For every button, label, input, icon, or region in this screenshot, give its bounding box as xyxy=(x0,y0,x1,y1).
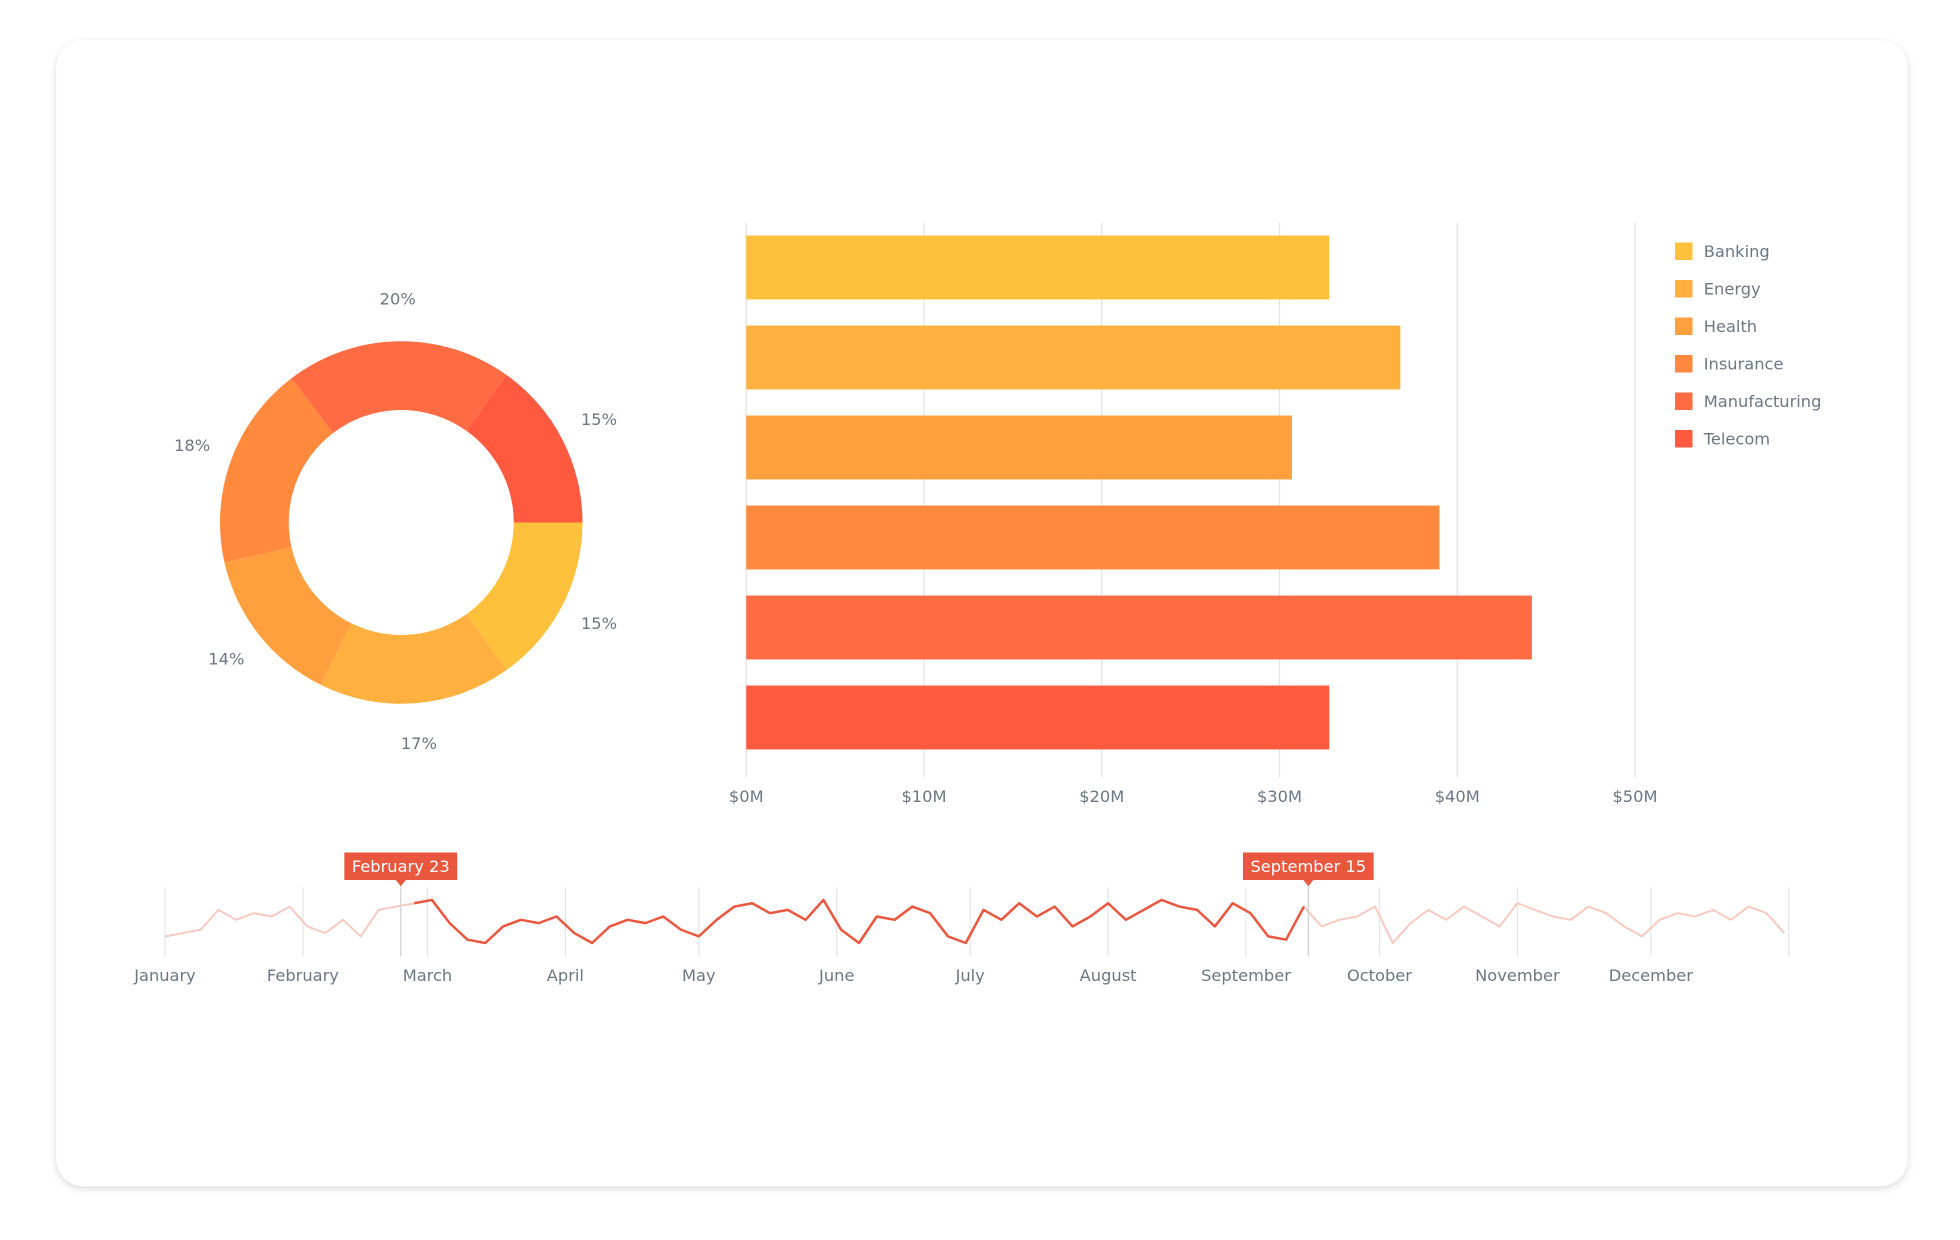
data-label: 18% xyxy=(174,436,210,455)
legend-swatch xyxy=(1675,242,1693,260)
donut-slice xyxy=(320,614,507,704)
x-tick-label: May xyxy=(682,966,716,985)
x-tick-label: June xyxy=(818,966,854,985)
donut-slice xyxy=(291,341,507,433)
bar xyxy=(746,325,1401,390)
bar xyxy=(746,505,1440,570)
bar xyxy=(746,235,1330,300)
range-tooltip xyxy=(344,852,458,887)
legend-swatch xyxy=(1675,317,1693,335)
legend-label: Manufacturing xyxy=(1704,392,1822,411)
range-tooltip xyxy=(1242,852,1374,887)
x-tick-label: $0M xyxy=(729,787,764,806)
legend-label: Insurance xyxy=(1704,355,1784,374)
range-label: September 15 xyxy=(1250,857,1366,876)
line-selected xyxy=(413,898,1305,945)
x-tick-label: February xyxy=(267,966,339,985)
x-tick-label: $10M xyxy=(901,787,946,806)
range-label: February 23 xyxy=(352,857,450,876)
data-label: 15% xyxy=(581,410,617,429)
data-label: 14% xyxy=(208,650,244,669)
bar xyxy=(746,685,1330,750)
x-tick-label: $40M xyxy=(1435,787,1480,806)
legend-label: Banking xyxy=(1704,242,1770,261)
bar xyxy=(746,415,1292,480)
x-tick-label: April xyxy=(547,966,584,985)
data-label: 20% xyxy=(380,290,416,309)
bar xyxy=(746,595,1532,660)
legend-label: Energy xyxy=(1704,280,1761,299)
data-label: 17% xyxy=(401,734,437,753)
legend-swatch xyxy=(1675,280,1693,298)
x-tick-label: December xyxy=(1609,966,1694,985)
x-tick-label: July xyxy=(955,966,986,985)
x-tick-label: September xyxy=(1201,966,1291,985)
x-tick-label: August xyxy=(1080,966,1137,985)
x-tick-label: $30M xyxy=(1257,787,1302,806)
legend-swatch xyxy=(1675,355,1693,373)
x-tick-label: $20M xyxy=(1079,787,1124,806)
legend-label: Telecom xyxy=(1703,430,1770,449)
donut-slice xyxy=(224,547,352,685)
legend-swatch xyxy=(1675,392,1693,410)
donut-slice xyxy=(220,378,334,563)
donut-slice xyxy=(466,374,583,523)
x-tick-label: November xyxy=(1475,966,1560,985)
x-tick-label: January xyxy=(133,966,196,985)
data-label: 15% xyxy=(581,614,617,633)
x-tick-label: March xyxy=(403,966,453,985)
legend-label: Health xyxy=(1704,317,1757,336)
donut-slice xyxy=(466,522,583,671)
x-tick-label: October xyxy=(1347,966,1412,985)
legend-swatch xyxy=(1675,430,1693,448)
x-tick-label: $50M xyxy=(1612,787,1657,806)
